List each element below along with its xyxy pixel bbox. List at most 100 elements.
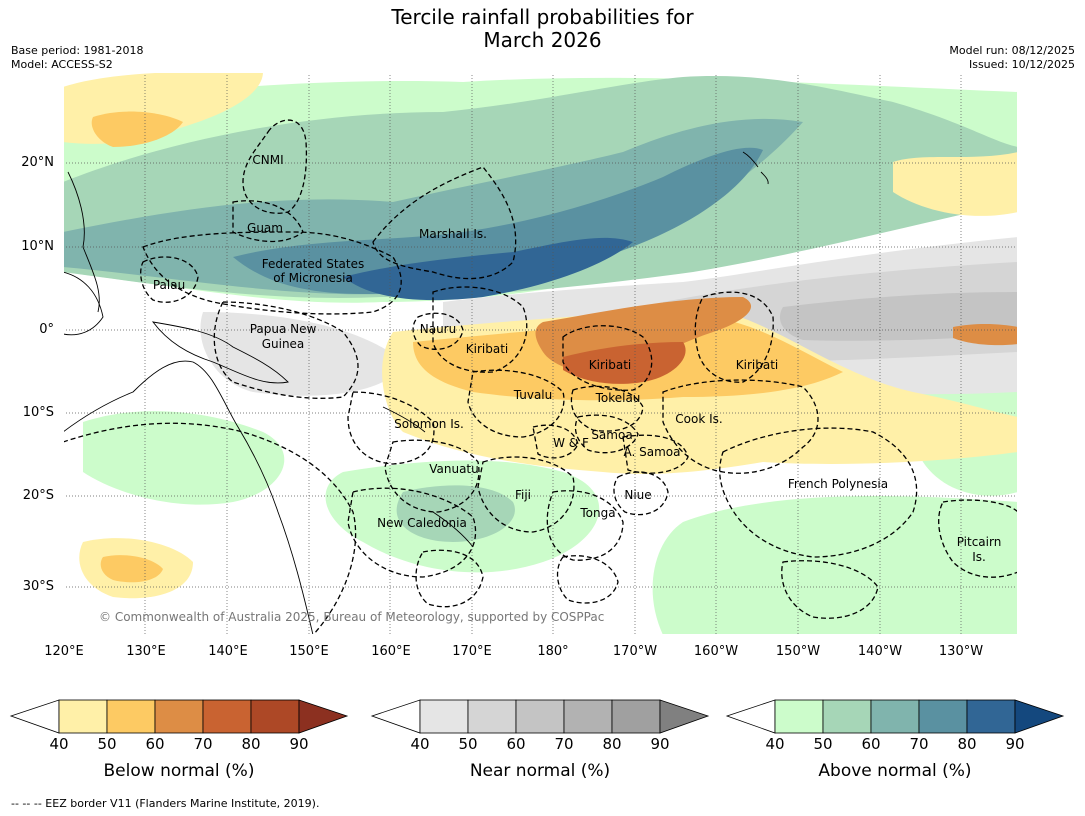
eez-border-note: -- -- -- EEZ border V11 (Flanders Marine… [11, 797, 320, 810]
place-label: Tokelau [595, 391, 641, 405]
colorbar-segment [515, 699, 565, 734]
lon-label: 130°W [938, 644, 984, 659]
place-label: of Micronesia [273, 271, 353, 285]
eez-borders [63, 119, 1018, 635]
eez-samoa [574, 414, 639, 454]
philippines-coast [67, 171, 100, 313]
colorbar-below-normal [9, 699, 349, 734]
probability-shading [63, 72, 1018, 635]
tick-label: 40 [765, 735, 785, 753]
tick-label: 90 [650, 735, 670, 753]
tick-label: 90 [1005, 735, 1025, 753]
place-label: Vanuatu [429, 462, 479, 476]
above-normal-70-region [233, 147, 763, 294]
new-guinea-coast [151, 321, 289, 384]
place-label: Papua New [250, 322, 317, 336]
place-label: Kiribati [736, 358, 778, 372]
colorbar-title-near: Near normal (%) [469, 761, 611, 781]
colorbar-title-above: Above normal (%) [818, 761, 972, 781]
place-label: A. Samoa [624, 445, 681, 459]
place-label: French Polynesia [788, 477, 888, 491]
tick-label: 40 [49, 735, 69, 753]
place-label: Palau [153, 278, 185, 292]
colorbar-extend-low [9, 699, 60, 734]
borneo-coast [63, 271, 104, 336]
solomon-coast [382, 406, 426, 433]
coastlines [63, 151, 769, 635]
lon-label: 180° [537, 644, 569, 659]
eez-nauru [412, 312, 464, 350]
model-run: Model run: 08/12/2025 [949, 44, 1075, 57]
above-normal-southeast [652, 496, 1018, 635]
lat-label: 30°S [22, 579, 54, 594]
eez-south-pacific-east [781, 560, 879, 619]
meta-right: Model run: 08/12/2025 Issued: 10/12/2025 [949, 44, 1075, 72]
tick-label: 70 [193, 735, 213, 753]
above-normal-80-region [343, 237, 633, 301]
below-normal-northeast [893, 152, 1018, 216]
lat-label: 10°N [21, 239, 54, 254]
issued-date: Issued: 10/12/2025 [968, 58, 1075, 71]
eez-kiribati-west [432, 286, 528, 373]
colorbar-segment [918, 699, 968, 734]
colorbars [9, 699, 1065, 734]
below-normal-70-region [563, 342, 686, 384]
eez-vanuatu [384, 439, 480, 513]
colorbar-segment [966, 699, 1016, 734]
model-name: Model: ACCESS-S2 [11, 58, 113, 71]
eez-niue [613, 471, 669, 516]
tick-label: 40 [410, 735, 430, 753]
colorbar-segment [250, 699, 300, 734]
colorbar-segment [419, 699, 469, 734]
place-label: Guinea [262, 337, 305, 351]
colorbar-title-below: Below normal (%) [103, 761, 255, 781]
lon-label: 160°W [693, 644, 739, 659]
lon-label: 150°E [289, 644, 329, 659]
base-period: Base period: 1981-2018 [11, 44, 144, 57]
eez-fiji [477, 456, 575, 533]
place-label: W & F [553, 436, 589, 450]
eez-kiribati-central [562, 325, 653, 391]
eez-cook [662, 379, 819, 474]
lon-label: 160°E [371, 644, 411, 659]
place-label: Nauru [420, 322, 456, 336]
tick-label: 50 [458, 735, 478, 753]
colorbar-segment [563, 699, 613, 734]
lat-label: 20°N [21, 155, 54, 170]
near-normal-west [200, 312, 403, 396]
place-label: Tonga [579, 506, 615, 520]
australia-coast [63, 360, 314, 635]
colorbar-extend-high [659, 699, 710, 734]
colorbar-segment [611, 699, 661, 734]
place-label: Kiribati [466, 342, 508, 356]
meta-left: Base period: 1981-2018 Model: ACCESS-S2 [11, 44, 143, 72]
colorbar-segment [106, 699, 156, 734]
place-label: Marshall Is. [419, 227, 487, 241]
above-normal-southwest [83, 411, 285, 505]
colorbar-segment [870, 699, 920, 734]
place-label: Pitcairn [957, 535, 1002, 549]
eez-wallis-futuna [532, 424, 579, 459]
colorbar-segment [154, 699, 204, 734]
graticule [63, 72, 1018, 635]
colorbar-segment [774, 699, 824, 734]
tick-label: 70 [909, 735, 929, 753]
place-label: Cook Is. [675, 412, 722, 426]
map-title: Tercile rainfall probabilities for March… [0, 6, 1085, 52]
eez-png [213, 301, 359, 399]
place-label: Is. [972, 550, 986, 564]
place-label: CNMI [252, 153, 283, 167]
lon-label: 170°E [452, 644, 492, 659]
colorbar-segment [822, 699, 872, 734]
colorbar-above-normal [725, 699, 1065, 734]
below-normal-far-east [953, 323, 1018, 346]
eez-tokelau [570, 385, 644, 432]
tick-label: 80 [241, 735, 261, 753]
place-label: Kiribati [589, 358, 631, 372]
eez-solomon [347, 391, 435, 465]
colorbar-extend-low [725, 699, 776, 734]
place-label: Fiji [515, 488, 531, 502]
tick-label: 70 [554, 735, 574, 753]
place-label: Solomon Is. [394, 417, 464, 431]
lon-label: 130°E [126, 644, 166, 659]
